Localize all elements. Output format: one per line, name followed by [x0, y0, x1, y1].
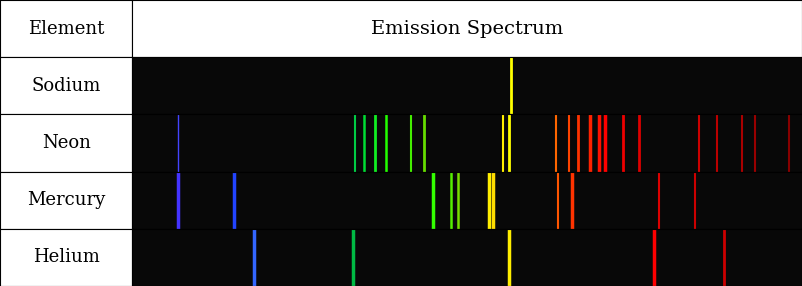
Text: Element: Element	[28, 20, 104, 37]
Text: Mercury: Mercury	[27, 191, 105, 209]
Text: Emission Spectrum: Emission Spectrum	[371, 20, 563, 37]
Text: Sodium: Sodium	[31, 77, 101, 95]
Text: Helium: Helium	[33, 249, 99, 266]
Text: Neon: Neon	[42, 134, 91, 152]
